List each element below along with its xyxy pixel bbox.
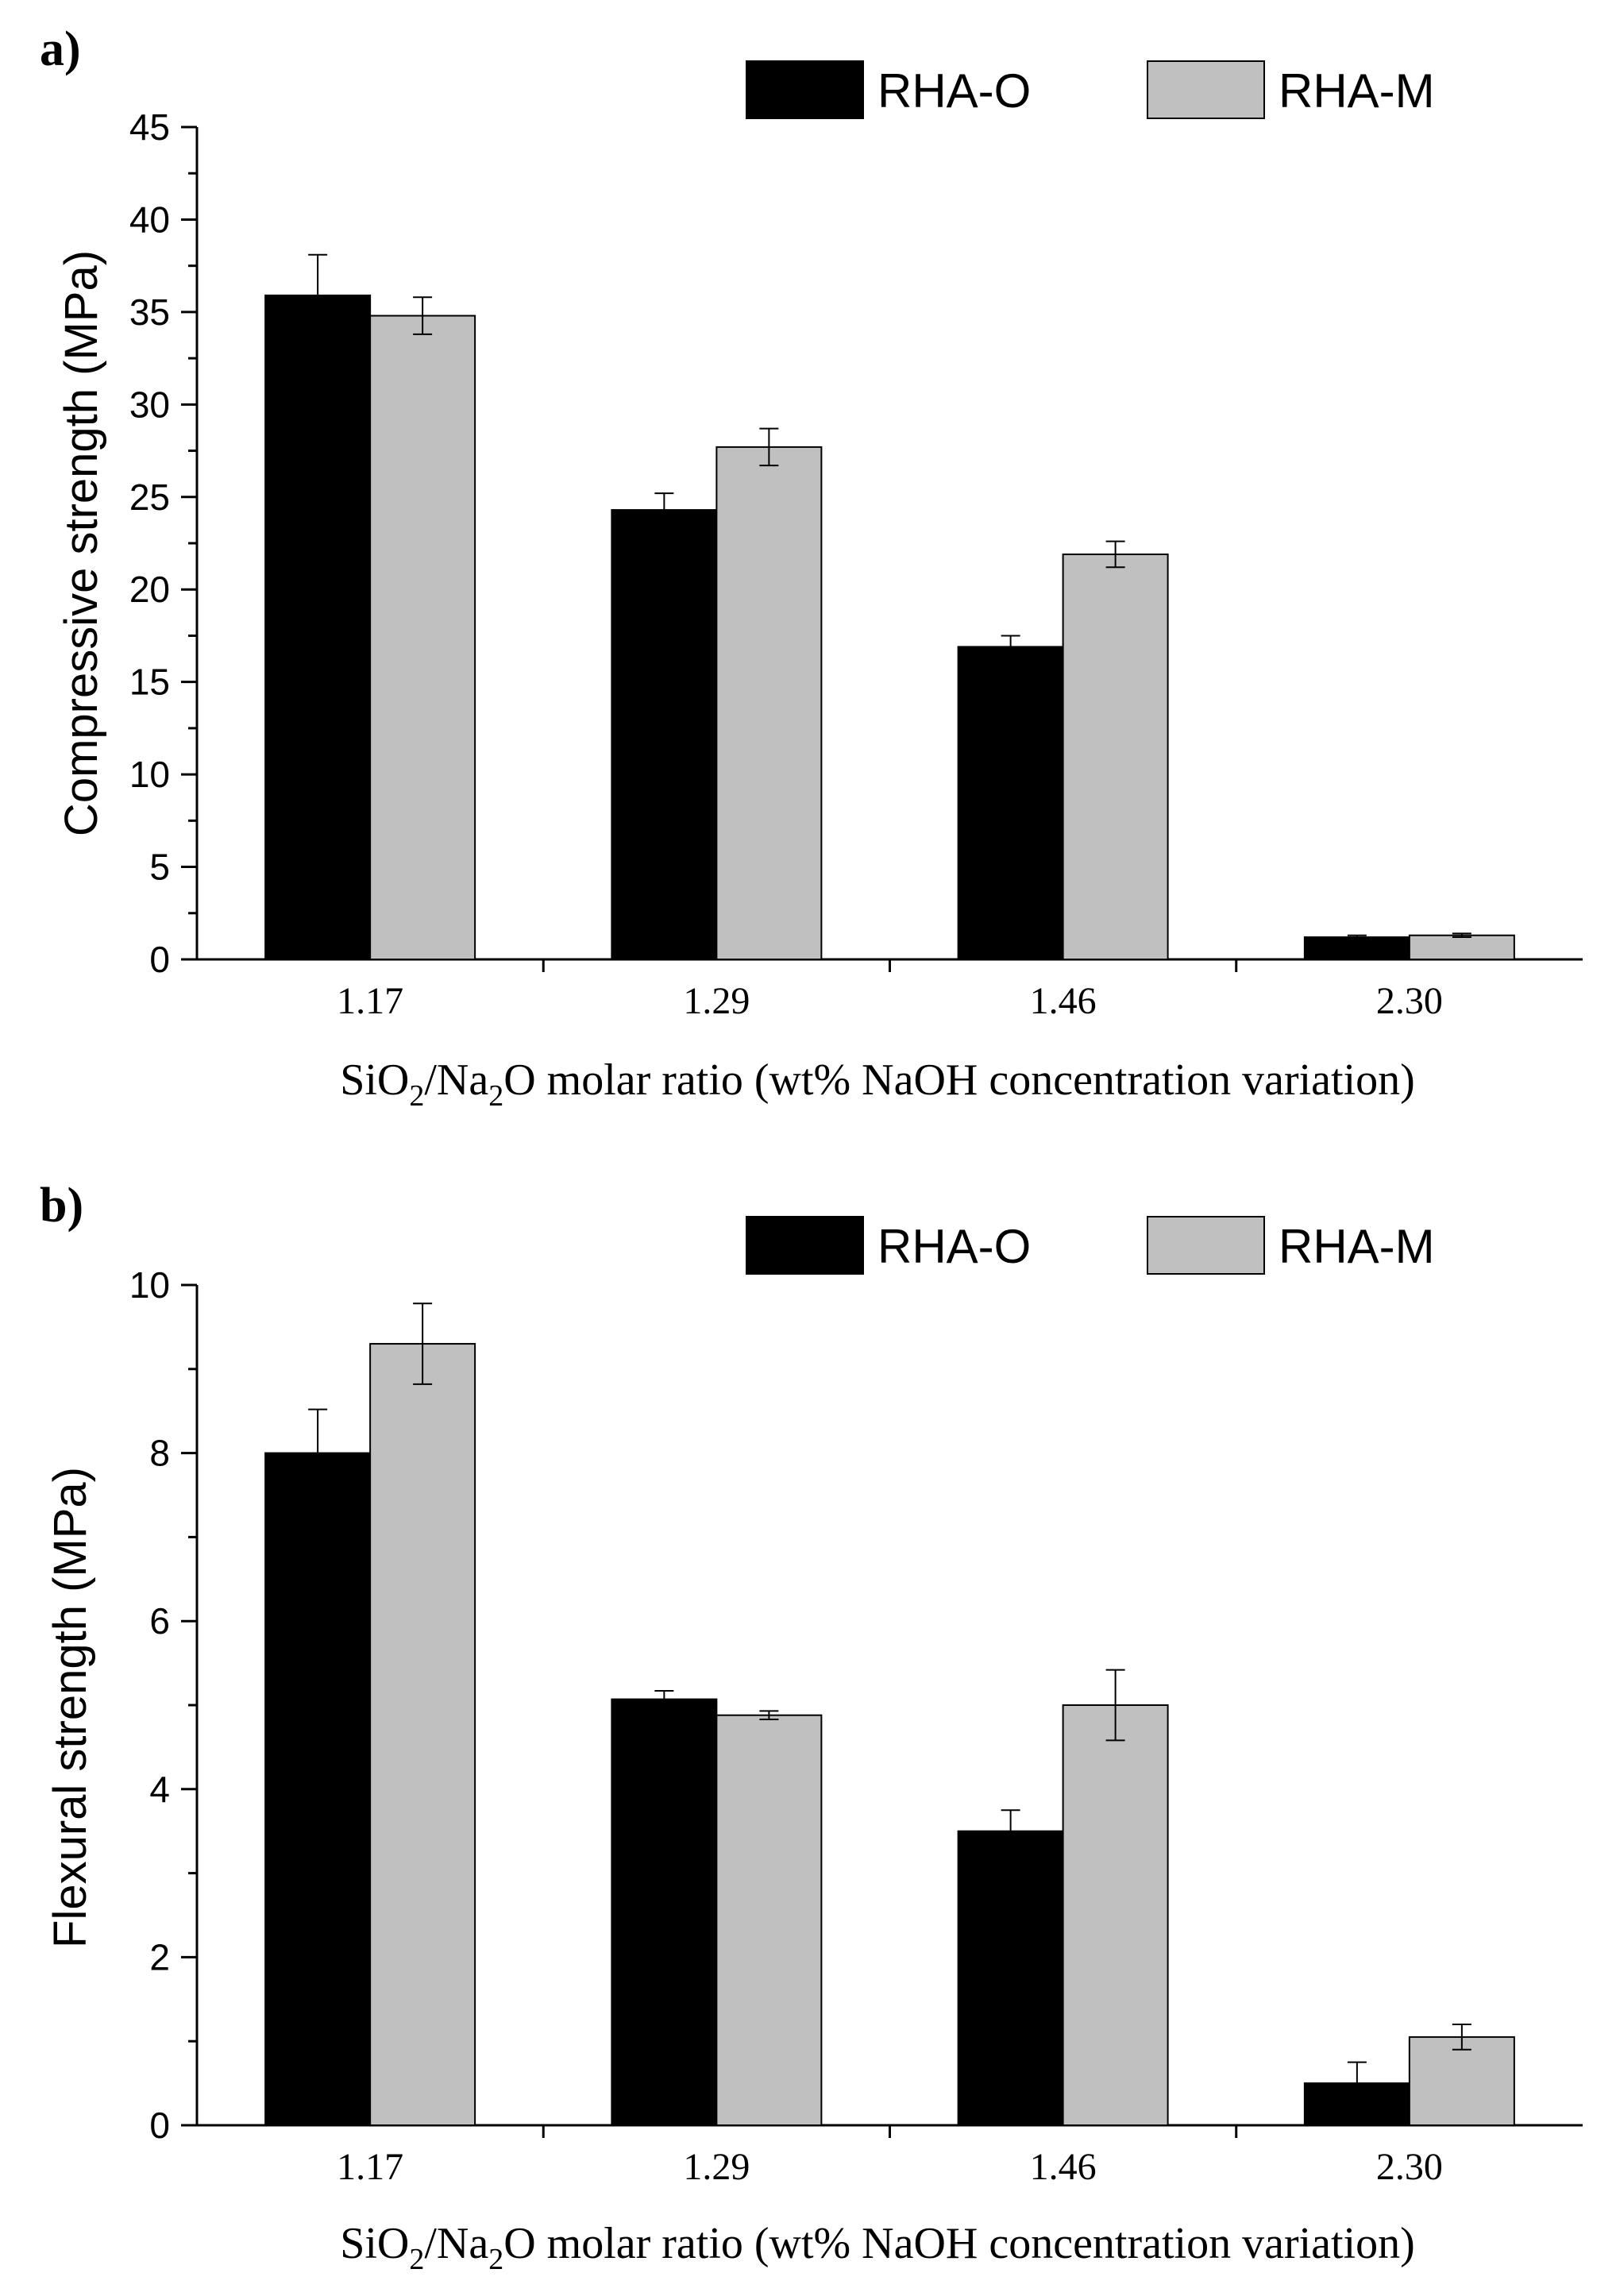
legend: RHA-O RHA-M bbox=[746, 1216, 1435, 1275]
error-bar-rha-o-1.17 bbox=[308, 253, 328, 338]
legend-swatch-rha-m bbox=[1147, 60, 1265, 119]
legend: RHA-O RHA-M bbox=[746, 60, 1435, 119]
y-tick-label: 45 bbox=[129, 106, 170, 148]
bars bbox=[264, 294, 1515, 961]
bar-rha-o-1.29 bbox=[611, 1698, 718, 2126]
legend-label-rha-m: RHA-M bbox=[1279, 64, 1435, 118]
error-bars bbox=[308, 1302, 1471, 2105]
error-bar-rha-o-1.46 bbox=[1001, 1809, 1020, 1854]
y-tick-label: 6 bbox=[149, 1600, 170, 1642]
bar-rha-o-1.46 bbox=[957, 1830, 1064, 2126]
panel-label: b) bbox=[40, 1179, 83, 1233]
error-bar-rha-m-2.30 bbox=[1452, 2024, 1471, 2051]
x-axis-label: SiO2/Na2O molar ratio (wt% NaOH concentr… bbox=[340, 2219, 1415, 2276]
bar-rha-m-1.46 bbox=[1062, 1704, 1169, 2126]
error-bar-rha-o-2.30 bbox=[1347, 934, 1367, 940]
x-tick-label: 1.46 bbox=[1030, 980, 1097, 1022]
bar-rha-m-1.29 bbox=[715, 1714, 823, 2127]
bar-rha-o-2.30 bbox=[1303, 936, 1410, 961]
y-tick-label: 4 bbox=[149, 1769, 170, 1810]
x-tick-label: 2.30 bbox=[1376, 980, 1443, 1022]
x-label-subscript: 2 bbox=[409, 1079, 424, 1113]
x-tick-label: 1.17 bbox=[337, 2146, 403, 2188]
y-tick-label: 10 bbox=[129, 1264, 170, 1306]
error-bar-rha-o-1.29 bbox=[654, 1690, 674, 1709]
x-label-subscript: 2 bbox=[409, 2243, 424, 2276]
x-label-part: O molar ratio (wt% NaOH concentration va… bbox=[503, 1055, 1415, 1105]
y-axis-label: Compressive strength (MPa) bbox=[56, 250, 107, 836]
error-bar-rha-o-1.46 bbox=[1001, 635, 1020, 659]
y-tick-label: 2 bbox=[149, 1936, 170, 1978]
x-tick-label: 2.30 bbox=[1376, 2146, 1443, 2188]
y-axis-ticks: 0 5 10 15 20 25 30 35 40 45 bbox=[129, 106, 197, 980]
y-axis-label: Flexural strength (MPa) bbox=[44, 1467, 96, 1948]
bar-rha-o-1.17 bbox=[264, 294, 372, 960]
bar-rha-m-1.17 bbox=[369, 1343, 476, 2127]
legend-swatch-rha-o bbox=[746, 1216, 864, 1275]
y-tick-label: 8 bbox=[149, 1433, 170, 1474]
error-bar-rha-m-1.29 bbox=[759, 427, 779, 467]
bar-rha-m-1.29 bbox=[715, 446, 823, 960]
y-tick-label: 15 bbox=[129, 662, 170, 703]
y-tick-label: 25 bbox=[129, 477, 170, 518]
bar-rha-m-2.30 bbox=[1408, 2036, 1515, 2126]
y-tick-label: 35 bbox=[129, 291, 170, 333]
bar-rha-o-1.17 bbox=[264, 1452, 372, 2126]
y-axis-ticks: 0 2 4 6 8 10 bbox=[129, 1264, 197, 2146]
y-tick-label: 40 bbox=[129, 199, 170, 240]
x-label-part: SiO bbox=[340, 1055, 409, 1105]
x-axis-ticks: 1.17 1.29 1.46 2.30 bbox=[337, 959, 1443, 1022]
x-tick-label: 1.17 bbox=[337, 980, 403, 1022]
error-bar-rha-o-1.17 bbox=[308, 1408, 328, 1498]
y-tick-label: 20 bbox=[129, 569, 170, 610]
x-label-part: /Na bbox=[424, 2219, 488, 2268]
x-axis-label: SiO2/Na2O molar ratio (wt% NaOH concentr… bbox=[340, 1055, 1415, 1113]
x-tick-label: 1.46 bbox=[1030, 2146, 1097, 2188]
error-bars bbox=[308, 253, 1471, 940]
x-axis-ticks: 1.17 1.29 1.46 2.30 bbox=[337, 2125, 1443, 2188]
error-bar-rha-m-1.17 bbox=[413, 1302, 433, 1385]
error-bar-rha-m-1.46 bbox=[1105, 1669, 1125, 1742]
legend-label-rha-o: RHA-O bbox=[877, 64, 1031, 118]
legend-label-rha-o: RHA-O bbox=[877, 1220, 1031, 1273]
legend-swatch-rha-m bbox=[1147, 1216, 1265, 1275]
bar-rha-m-1.46 bbox=[1062, 553, 1169, 960]
error-bar-rha-o-2.30 bbox=[1347, 2061, 1367, 2105]
panel-label: a) bbox=[40, 22, 81, 76]
x-label-subscript: 2 bbox=[488, 1079, 503, 1113]
bar-rha-o-1.29 bbox=[611, 509, 718, 960]
error-bar-rha-m-2.30 bbox=[1452, 932, 1471, 939]
bar-rha-m-1.17 bbox=[369, 314, 476, 960]
x-label-part: /Na bbox=[424, 1055, 488, 1105]
x-label-part: SiO bbox=[340, 2219, 409, 2268]
error-bar-rha-o-1.29 bbox=[654, 492, 674, 528]
y-tick-label: 30 bbox=[129, 384, 170, 425]
x-label-part: O molar ratio (wt% NaOH concentration va… bbox=[503, 2219, 1415, 2268]
y-tick-label: 10 bbox=[129, 754, 170, 795]
bar-rha-o-1.46 bbox=[957, 646, 1064, 960]
legend-swatch-rha-o bbox=[746, 60, 864, 119]
legend-label-rha-m: RHA-M bbox=[1279, 1220, 1435, 1273]
y-tick-label: 0 bbox=[149, 939, 170, 980]
y-tick-label: 0 bbox=[149, 2105, 170, 2146]
x-tick-label: 1.29 bbox=[683, 2146, 750, 2188]
x-tick-label: 1.29 bbox=[683, 980, 750, 1022]
x-label-subscript: 2 bbox=[488, 2243, 503, 2276]
bar-rha-m-2.30 bbox=[1408, 934, 1515, 961]
error-bar-rha-m-1.46 bbox=[1105, 540, 1125, 569]
y-tick-label: 5 bbox=[149, 847, 170, 888]
error-bar-rha-m-1.29 bbox=[759, 1710, 779, 1720]
bars bbox=[264, 1343, 1515, 2127]
error-bar-rha-m-1.17 bbox=[413, 296, 433, 335]
